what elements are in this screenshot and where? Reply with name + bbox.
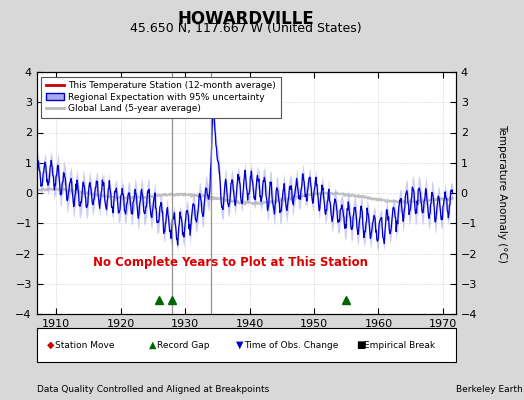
Text: ◆: ◆ <box>47 340 54 350</box>
Text: Station Move: Station Move <box>55 340 115 350</box>
Text: 45.650 N, 117.667 W (United States): 45.650 N, 117.667 W (United States) <box>130 22 362 35</box>
Text: Berkeley Earth: Berkeley Earth <box>456 386 522 394</box>
Text: HOWARDVILLE: HOWARDVILLE <box>178 10 314 28</box>
Legend: This Temperature Station (12-month average), Regional Expectation with 95% uncer: This Temperature Station (12-month avera… <box>41 76 280 118</box>
Text: ■: ■ <box>356 340 366 350</box>
Text: Time of Obs. Change: Time of Obs. Change <box>244 340 338 350</box>
Y-axis label: Temperature Anomaly (°C): Temperature Anomaly (°C) <box>497 124 507 262</box>
Text: No Complete Years to Plot at This Station: No Complete Years to Plot at This Statio… <box>93 256 368 269</box>
Text: ▼: ▼ <box>236 340 243 350</box>
Text: Record Gap: Record Gap <box>157 340 210 350</box>
Text: Data Quality Controlled and Aligned at Breakpoints: Data Quality Controlled and Aligned at B… <box>37 386 269 394</box>
Text: ▲: ▲ <box>149 340 157 350</box>
Text: Empirical Break: Empirical Break <box>364 340 435 350</box>
